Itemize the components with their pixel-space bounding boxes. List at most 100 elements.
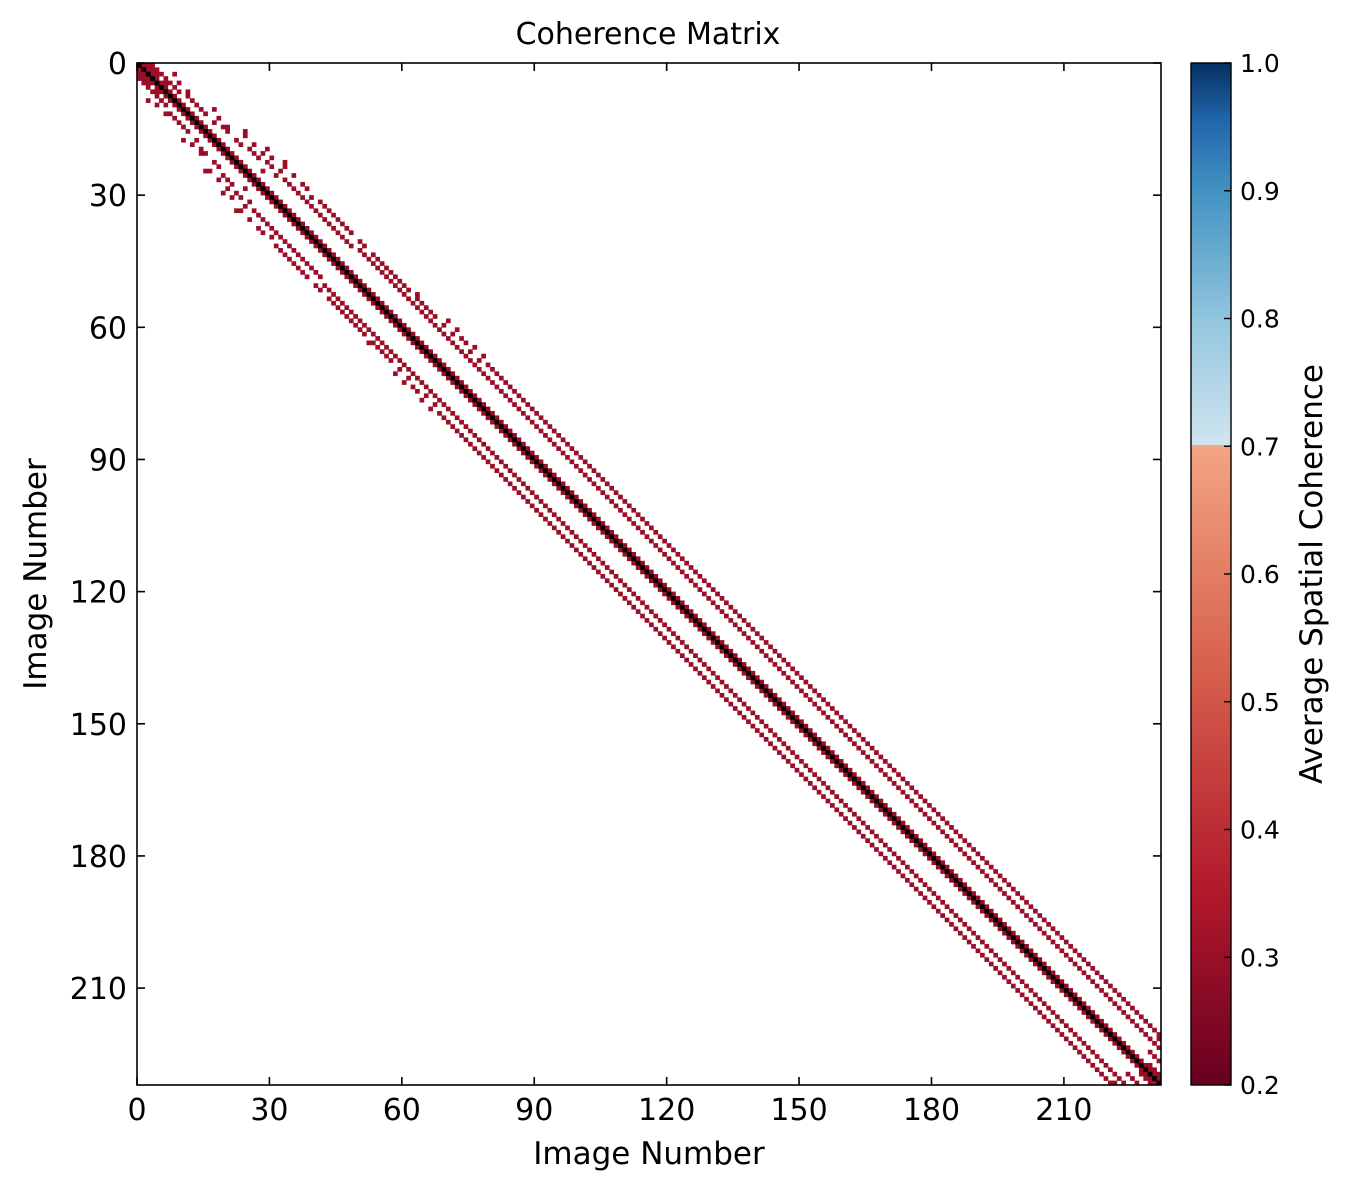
heatmap-cell: [326, 248, 332, 253]
diagonal-cell: [1055, 979, 1060, 984]
heatmap-cell: [962, 935, 968, 940]
diagonal-cell: [1033, 957, 1038, 962]
heatmap-cell: [918, 794, 923, 799]
heatmap-cell: [573, 494, 579, 500]
colorbar-tick-label: 1.0: [1240, 49, 1280, 78]
heatmap-cell: [856, 732, 862, 738]
heatmap-cell: [931, 904, 937, 910]
diagonal-cell: [507, 433, 513, 438]
heatmap-cell: [768, 688, 773, 694]
heatmap-cell: [1085, 1014, 1091, 1020]
heatmap-cell: [1068, 996, 1074, 1002]
heatmap-cell: [596, 472, 601, 478]
heatmap-cell: [551, 472, 557, 478]
heatmap-cell: [569, 459, 575, 465]
heatmap-cell: [1019, 939, 1025, 945]
heatmap-cell: [1103, 1023, 1109, 1029]
heatmap-cell: [657, 618, 663, 623]
heatmap-cell: [432, 362, 438, 368]
heatmap-cell: [1006, 979, 1012, 984]
heatmap-cell: [1090, 966, 1096, 971]
heatmap-cell: [507, 437, 513, 443]
heatmap-cell: [304, 225, 310, 231]
heatmap-cell: [821, 710, 826, 716]
diagonal-cell: [887, 811, 893, 817]
diagonal-cell: [348, 274, 354, 280]
heatmap-cell: [159, 98, 164, 103]
heatmap-cell: [847, 736, 853, 742]
heatmap-cell: [997, 957, 1003, 962]
heatmap-cell: [212, 120, 217, 125]
heatmap-cell: [997, 926, 1003, 932]
heatmap-cell: [463, 393, 469, 399]
heatmap-cell: [423, 353, 429, 359]
diagonal-cell: [940, 864, 946, 870]
diagonal-cell: [212, 137, 217, 143]
heatmap-cell: [1138, 1014, 1144, 1020]
heatmap-cell: [340, 221, 345, 227]
heatmap-cell: [750, 640, 756, 645]
diagonal-cell: [490, 415, 495, 421]
heatmap-cell: [834, 723, 840, 729]
diagonal-cell: [949, 873, 954, 879]
heatmap-cell: [693, 622, 698, 628]
heatmap-cell: [1050, 979, 1056, 984]
heatmap-cell: [957, 877, 963, 883]
heatmap-cell: [366, 340, 372, 346]
heatmap-cell: [1094, 1023, 1100, 1029]
heatmap-cell: [927, 847, 932, 852]
heatmap-cell: [450, 424, 456, 429]
heatmap-cell: [154, 67, 160, 73]
heatmap-cell: [459, 380, 464, 385]
heatmap-cell: [556, 477, 562, 482]
heatmap-cell: [653, 613, 659, 619]
heatmap-cell: [772, 648, 778, 654]
heatmap-cell: [710, 684, 716, 689]
diagonal-cell: [340, 265, 345, 271]
diagonal-cell: [304, 230, 310, 236]
diagonal-cell: [706, 631, 712, 636]
heatmap-cell: [273, 230, 279, 236]
heatmap-cell: [613, 534, 619, 540]
heatmap-cell: [931, 860, 937, 866]
diagonal-cell: [852, 776, 857, 782]
diagonal-cell: [379, 305, 385, 310]
heatmap-cell: [909, 838, 915, 844]
heatmap-cell: [490, 366, 495, 372]
heatmap-cell: [874, 750, 879, 755]
heatmap-cell: [326, 221, 332, 227]
x-tick-label: 210: [1035, 1093, 1092, 1128]
heatmap-cell: [481, 353, 486, 359]
heatmap-cell: [379, 340, 385, 346]
heatmap-cell: [949, 922, 954, 927]
heatmap-cell: [909, 798, 915, 804]
heatmap-cell: [291, 173, 297, 178]
heatmap-cell: [154, 93, 160, 99]
heatmap-cell: [397, 327, 403, 333]
heatmap-cell: [1006, 926, 1012, 932]
diagonal-cell: [865, 789, 870, 795]
heatmap-cell: [790, 763, 795, 769]
heatmap-cell: [309, 230, 314, 236]
heatmap-cell: [207, 137, 213, 143]
heatmap-cell: [578, 507, 584, 513]
heatmap-cell: [1112, 988, 1118, 993]
heatmap-cell: [503, 393, 509, 399]
heatmap-cell: [551, 512, 557, 518]
heatmap-cell: [313, 208, 319, 214]
heatmap-cell: [980, 908, 985, 914]
heatmap-cell: [777, 750, 782, 755]
heatmap-cell: [609, 538, 614, 544]
heatmap-cell: [724, 600, 729, 606]
diagonal-cell: [1138, 1062, 1144, 1068]
heatmap-cell: [468, 428, 473, 434]
heatmap-cell: [1046, 935, 1051, 940]
heatmap-cell: [1156, 1032, 1162, 1037]
diagonal-cell: [1037, 961, 1043, 967]
heatmap-cell: [754, 644, 760, 650]
heatmap-cell: [1121, 1010, 1126, 1015]
heatmap-cell: [759, 732, 765, 738]
heatmap-cell: [679, 609, 685, 614]
heatmap-cell: [1041, 930, 1047, 936]
heatmap-cell: [759, 688, 765, 694]
